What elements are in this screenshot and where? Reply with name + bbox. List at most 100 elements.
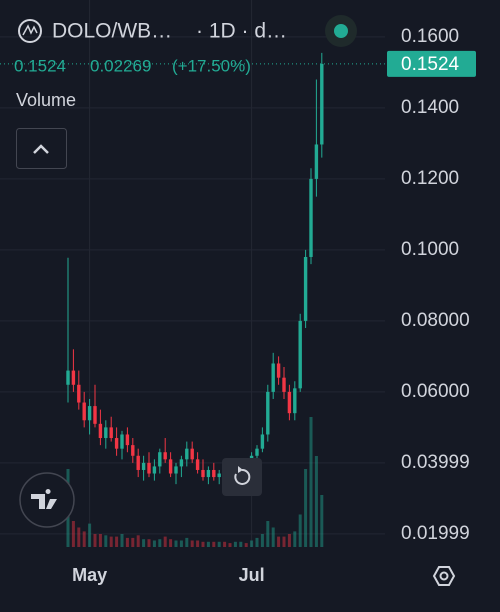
y-tick-label: 0.1600: [401, 26, 459, 47]
candles: [66, 52, 324, 488]
volume-bar: [104, 535, 108, 547]
candle-body: [174, 466, 178, 474]
volume-bar: [196, 540, 200, 547]
volume-bar: [201, 541, 205, 547]
candle-body: [168, 459, 173, 474]
status-dot: [334, 24, 348, 38]
volume-bar: [223, 541, 227, 547]
tv-logo: [31, 489, 57, 509]
candle-body: [260, 434, 265, 449]
volume-bar: [244, 543, 248, 547]
volume-bar: [179, 540, 183, 547]
candle-body: [320, 63, 324, 145]
volume-bar: [142, 539, 146, 547]
candle-body: [276, 363, 281, 378]
y-tick-label: 0.01999: [401, 523, 470, 544]
logo-glyph: [22, 24, 38, 36]
settings-button[interactable]: [432, 566, 456, 586]
candle-body: [136, 455, 140, 470]
volume-bar: [282, 536, 286, 547]
volume-bar: [163, 536, 167, 547]
candle-body: [131, 445, 135, 456]
volume-bar: [304, 469, 308, 547]
candle-body: [152, 466, 157, 474]
candle-body: [255, 448, 259, 456]
reset-arrow: [238, 466, 243, 473]
volume-bar: [125, 537, 129, 547]
volume-bar: [309, 417, 313, 547]
symbol-logo: [18, 19, 42, 43]
candle-body: [185, 448, 189, 460]
y-tick-label: 0.06000: [401, 381, 470, 402]
volume-bar: [93, 534, 97, 547]
volume-bar: [255, 537, 259, 547]
candle-body: [195, 459, 200, 470]
volume-bar: [98, 534, 102, 547]
price-change-percent: (+17.50%): [172, 56, 251, 75]
candle-body: [163, 452, 167, 460]
y-tick-label: 0.08000: [401, 310, 470, 331]
volume-bar: [185, 537, 189, 547]
y-tick-label: 0.1000: [401, 239, 459, 260]
volume-bar: [152, 540, 156, 547]
tv-logo-button[interactable]: [19, 472, 75, 528]
last-price: 0.1524: [14, 56, 66, 75]
candle-body: [158, 452, 162, 467]
candle-body: [314, 144, 319, 179]
y-tick-label: 0.1200: [401, 168, 459, 189]
candle-body: [266, 391, 270, 435]
reset-icon: [234, 468, 251, 485]
volume-bar: [131, 537, 135, 547]
candle-body: [141, 462, 146, 470]
candle-body: [293, 388, 297, 414]
candle-body: [147, 462, 151, 474]
candle-body: [120, 434, 124, 449]
collapse-button[interactable]: [16, 128, 67, 169]
volume-bar: [298, 514, 302, 547]
volume-label: Volume: [16, 90, 76, 110]
candle-body: [87, 406, 92, 421]
candle-body: [201, 469, 205, 478]
volume-bar: [136, 535, 140, 547]
volume-bar: [109, 536, 113, 547]
volume-bar: [158, 539, 162, 547]
volume-bar: [271, 527, 275, 547]
candle-body: [109, 427, 113, 439]
interval: · 1D · d…: [196, 20, 287, 43]
volume-bar: [82, 531, 86, 547]
candle-body: [125, 434, 130, 446]
volume-bar: [77, 527, 81, 547]
volume-bar: [250, 540, 254, 547]
volume-bar: [190, 540, 194, 547]
volume-bar: [169, 539, 173, 547]
volume-bar: [314, 456, 318, 547]
y-tick-label: 0.03999: [401, 452, 470, 473]
candle-body: [309, 178, 313, 257]
volume-bar: [217, 541, 221, 547]
y-tick-label: 0.1400: [401, 97, 459, 118]
candle-body: [206, 469, 211, 478]
volume-bar: [266, 521, 270, 547]
candle-body: [303, 256, 308, 321]
volume-bar: [233, 541, 237, 547]
candle-body: [212, 469, 216, 478]
candle-body: [287, 391, 292, 414]
candle-body: [271, 363, 275, 392]
volume-bar: [277, 536, 281, 547]
last-price-label: 0.1524: [401, 54, 460, 75]
volume-bar: [115, 536, 119, 547]
volume-bar: [206, 541, 210, 547]
volume-bar: [147, 539, 151, 547]
candle-body: [104, 427, 108, 439]
volume-bar: [287, 534, 291, 547]
volume-bar: [228, 543, 232, 547]
candle-body: [179, 459, 184, 467]
overlay: 0.1600 0.1400 0.1200 0.1000 0.08000 0.06000 0.…: [0, 26, 476, 585]
reset-button[interactable]: [222, 458, 262, 496]
volume-bar: [239, 541, 243, 547]
candle-body: [82, 402, 86, 421]
volume-bar: [120, 534, 124, 547]
x-tick-label: May: [72, 565, 107, 585]
x-tick-label: Jul: [239, 565, 265, 585]
